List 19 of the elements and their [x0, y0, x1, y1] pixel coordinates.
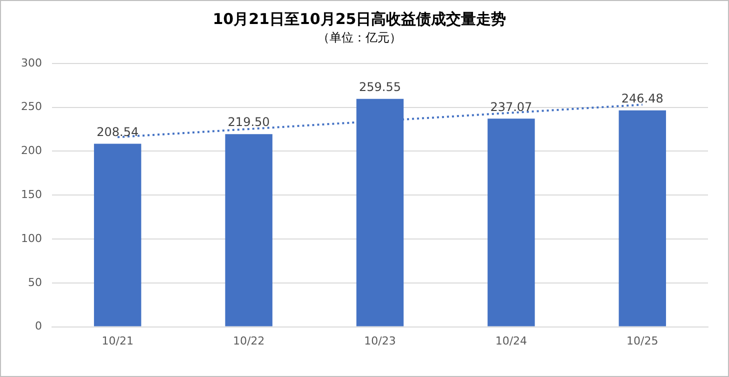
x-tick-label: 10/25 — [626, 334, 658, 348]
x-tick-label: 10/24 — [495, 334, 528, 348]
chart-subtitle: （单位：亿元） — [318, 30, 402, 44]
y-tick-label: 0 — [34, 320, 42, 333]
data-label: 246.48 — [621, 92, 664, 106]
y-tick-label: 250 — [20, 100, 42, 114]
y-tick-label: 300 — [20, 56, 42, 70]
y-tick-label: 150 — [20, 188, 42, 201]
data-label: 259.55 — [359, 80, 401, 94]
chart-title: 10月21日至10月25日高收益债成交量走势 — [212, 10, 506, 28]
x-tick-label: 10/22 — [232, 334, 265, 348]
x-tick-label: 10/21 — [102, 334, 134, 348]
y-tick-label: 50 — [28, 276, 42, 289]
x-tick-label: 10/23 — [364, 334, 396, 348]
data-label: 208.54 — [96, 124, 139, 139]
data-label: 237.07 — [490, 100, 532, 114]
data-label: 219.50 — [228, 115, 270, 130]
y-tick-label: 100 — [20, 232, 42, 245]
y-tick-label: 200 — [20, 144, 42, 158]
